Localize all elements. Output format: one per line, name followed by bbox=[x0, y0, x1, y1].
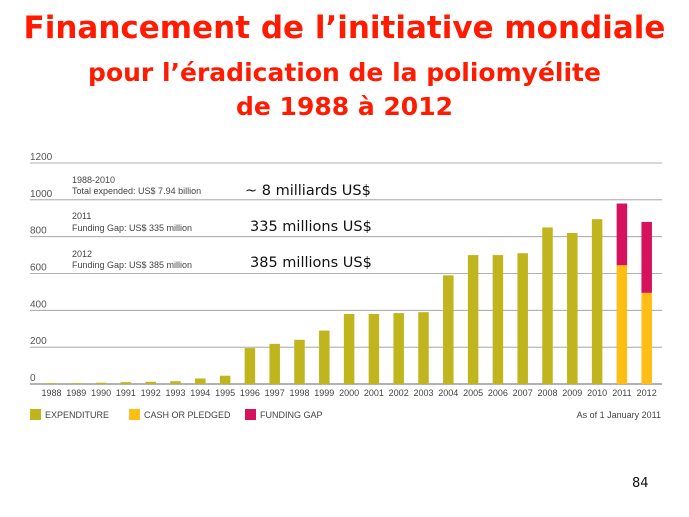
x-tick-label: 1990 bbox=[91, 388, 111, 398]
x-tick-label: 1996 bbox=[240, 388, 260, 398]
annotation-3-year: 2012 bbox=[72, 249, 92, 259]
annotation-1-year: 1988-2010 bbox=[72, 175, 115, 185]
y-tick-label: 400 bbox=[30, 299, 47, 310]
chart-date-note: As of 1 January 2011 bbox=[577, 410, 661, 420]
annotation-1-french: ~ 8 milliards US$ bbox=[245, 183, 371, 199]
bar-expenditure-2009 bbox=[567, 232, 578, 384]
x-tick-label: 2012 bbox=[637, 388, 657, 398]
x-tick-label: 2006 bbox=[488, 388, 508, 398]
chart-bars bbox=[46, 203, 652, 384]
bar-expenditure-2002 bbox=[393, 313, 404, 384]
annotation-2-year: 2011 bbox=[72, 211, 91, 221]
annotation-2-text: Funding Gap: US$ 335 million bbox=[72, 223, 192, 233]
legend-label-gap: FUNDING GAP bbox=[260, 410, 323, 420]
x-axis-ticks: 1988 1989 1990 1991 1992 1993 1994 1995 1996 1997… bbox=[41, 388, 656, 398]
x-tick-label: 1991 bbox=[116, 388, 136, 398]
bar-expenditure-1997 bbox=[269, 343, 280, 384]
bar-expenditure-1996 bbox=[244, 348, 256, 384]
y-tick-label: 1000 bbox=[30, 189, 53, 200]
y-tick-label: 800 bbox=[30, 226, 47, 237]
bar-expenditure-2010 bbox=[591, 219, 603, 384]
x-tick-label: 2009 bbox=[562, 388, 582, 398]
x-tick-label: 1989 bbox=[66, 388, 86, 398]
bar-expenditure-2008 bbox=[542, 227, 553, 384]
annotation-3-text: Funding Gap: US$ 385 million bbox=[72, 260, 192, 270]
bar-expenditure-1989 bbox=[71, 383, 82, 384]
x-tick-label: 1988 bbox=[41, 388, 61, 398]
bar-expenditure-1991 bbox=[120, 382, 132, 384]
x-tick-label: 1993 bbox=[165, 388, 185, 398]
annotation-3-french: 385 millions US$ bbox=[250, 255, 372, 271]
page-number: 84 bbox=[632, 476, 649, 491]
x-tick-label: 1994 bbox=[190, 388, 210, 398]
bar-expenditure-2000 bbox=[343, 314, 355, 384]
y-tick-label: 600 bbox=[30, 263, 47, 274]
annotation-2-french: 335 millions US$ bbox=[250, 219, 372, 235]
x-tick-label: 1998 bbox=[289, 388, 309, 398]
y-tick-label: 1200 bbox=[30, 152, 53, 163]
y-tick-label: 0 bbox=[30, 373, 36, 384]
bar-funding-gap-2012 bbox=[641, 221, 652, 293]
bar-expenditure-1988 bbox=[46, 383, 57, 384]
bar-expenditure-1993 bbox=[170, 381, 181, 384]
x-tick-label: 2004 bbox=[438, 388, 458, 398]
bar-expenditure-1999 bbox=[319, 330, 330, 384]
bar-expenditure-2004 bbox=[443, 275, 454, 384]
x-tick-label: 2011 bbox=[612, 388, 631, 398]
slide-title-line-2: pour l’éradication de la poliomyélite bbox=[88, 58, 601, 87]
legend-swatch-cash bbox=[129, 409, 140, 420]
slide-title-line-3: de 1988 à 2012 bbox=[236, 92, 453, 121]
bar-expenditure-1990 bbox=[95, 382, 107, 384]
x-tick-label: 2002 bbox=[389, 388, 409, 398]
x-tick-label: 1999 bbox=[314, 388, 334, 398]
x-tick-label: 2010 bbox=[587, 388, 607, 398]
x-tick-label: 1995 bbox=[215, 388, 235, 398]
bar-expenditure-2007 bbox=[517, 253, 528, 384]
x-tick-label: 1992 bbox=[141, 388, 161, 398]
y-tick-label: 200 bbox=[30, 336, 47, 347]
legend-label-expenditure: EXPENDITURE bbox=[45, 410, 109, 420]
bar-cash-or-pledged-2012 bbox=[641, 292, 652, 384]
x-tick-label: 2005 bbox=[463, 388, 483, 398]
legend-label-cash: CASH OR PLEDGED bbox=[144, 410, 231, 420]
x-tick-label: 2007 bbox=[513, 388, 533, 398]
chart-gridlines bbox=[30, 162, 662, 385]
x-tick-label: 1997 bbox=[265, 388, 285, 398]
x-tick-label: 2003 bbox=[413, 388, 433, 398]
bar-expenditure-2003 bbox=[418, 312, 429, 384]
legend-swatch-expenditure bbox=[30, 409, 41, 420]
bar-funding-gap-2011 bbox=[616, 203, 628, 266]
bar-expenditure-1995 bbox=[219, 375, 231, 384]
annotation-1-text: Total expended: US$ 7.94 billion bbox=[72, 186, 201, 196]
slide-title-line-1: Financement de l’initiative mondiale bbox=[23, 10, 666, 46]
x-tick-label: 2008 bbox=[537, 388, 557, 398]
bar-expenditure-2006 bbox=[492, 255, 504, 384]
chart-legend: EXPENDITURE CASH OR PLEDGED FUNDING GAP … bbox=[30, 409, 661, 420]
bar-expenditure-1994 bbox=[195, 378, 206, 384]
bar-expenditure-2001 bbox=[368, 314, 380, 384]
x-tick-label: 2000 bbox=[339, 388, 359, 398]
bar-expenditure-1992 bbox=[145, 381, 156, 384]
bar-cash-or-pledged-2011 bbox=[616, 265, 628, 384]
bar-expenditure-1998 bbox=[294, 339, 305, 384]
y-axis-ticks: 0 200 400 600 800 1000 1200 bbox=[30, 152, 53, 384]
bar-expenditure-2005 bbox=[467, 255, 479, 384]
x-tick-label: 2001 bbox=[364, 388, 384, 398]
legend-swatch-gap bbox=[245, 409, 256, 420]
